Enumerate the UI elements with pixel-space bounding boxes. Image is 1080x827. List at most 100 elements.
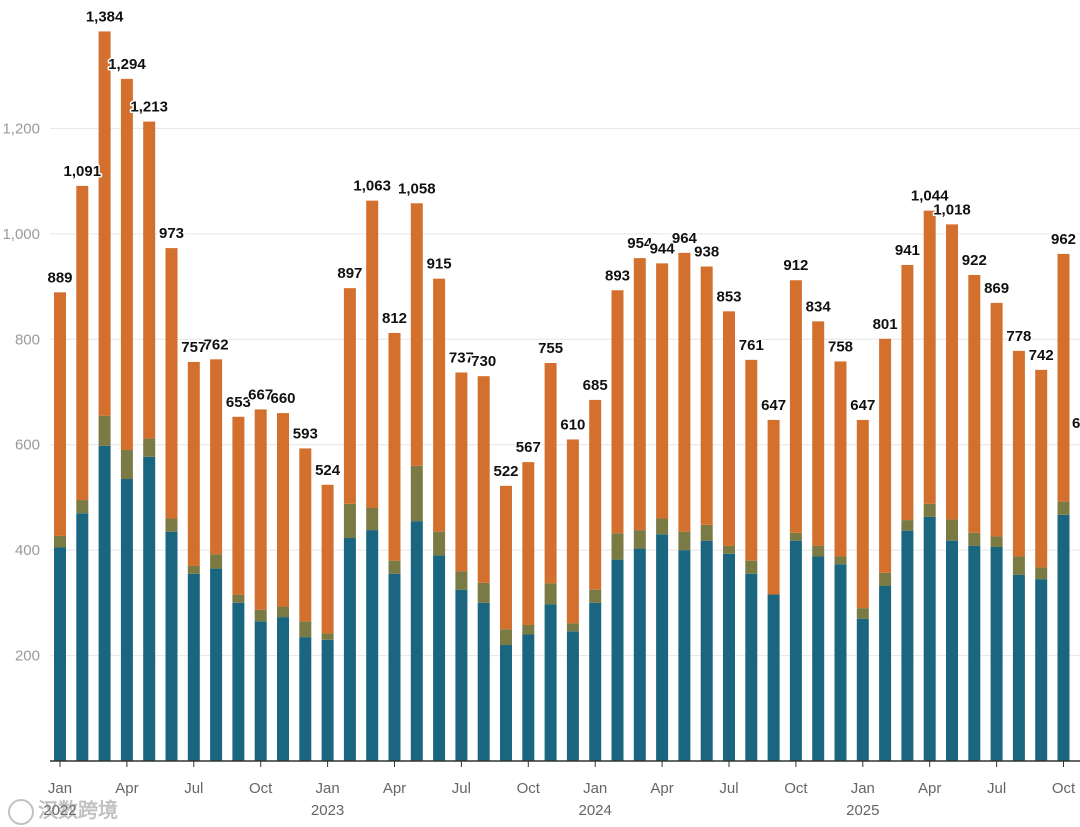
bar-segment-s0 — [98, 445, 111, 761]
bar-stack-2025-02 — [879, 338, 892, 761]
total-data-label: 653 — [226, 394, 251, 411]
bar-stack-2022-10 — [254, 409, 267, 761]
total-data-label: 1,063 — [353, 178, 391, 195]
bar-stack-2024-01 — [589, 399, 602, 761]
bar-stack-2023-01 — [321, 484, 334, 761]
bar-segment-s0 — [901, 530, 914, 761]
total-data-label: 801 — [873, 316, 898, 333]
bar-segment-s1 — [745, 560, 758, 574]
bar-segment-s0 — [544, 604, 557, 761]
bar-segment-s1 — [990, 536, 1003, 547]
bar-segment-s1 — [388, 560, 401, 574]
bar-stack-2022-06 — [165, 248, 178, 761]
x-tick-label: Oct — [517, 780, 541, 797]
total-data-label: 941 — [895, 242, 920, 259]
x-tick-year-label: 2024 — [579, 802, 612, 819]
bar-segment-s0 — [1035, 579, 1048, 761]
watermark: 汉数跨境 — [8, 794, 148, 825]
bar-stack-2022-11 — [277, 413, 289, 761]
y-tick-label: 800 — [15, 331, 40, 348]
x-tick-label: Oct — [249, 780, 273, 797]
bar-segment-s2 — [1012, 350, 1025, 557]
bar-segment-s1 — [76, 500, 89, 514]
total-data-label: 973 — [159, 225, 184, 242]
total-data-label: 1,091 — [64, 163, 102, 180]
bar-segment-s0 — [745, 573, 758, 761]
bar-segment-s2 — [633, 258, 646, 531]
bar-segment-s2 — [343, 288, 356, 504]
bar-segment-s1 — [522, 624, 535, 635]
bar-segment-s0 — [990, 546, 1003, 761]
bar-segment-s2 — [789, 280, 802, 533]
y-tick-label: 400 — [15, 542, 40, 559]
bar-segment-s0 — [700, 540, 713, 761]
x-tick-label: Oct — [1052, 780, 1076, 797]
total-data-label: 762 — [204, 336, 229, 353]
total-data-label: 524 — [315, 462, 341, 479]
bar-stack-2025-01 — [856, 419, 869, 761]
bar-segment-s1 — [321, 633, 334, 640]
data-labels: 8891,0911,3841,2941,21397375776265366766… — [46, 7, 1078, 481]
bar-stack-2022-05 — [143, 121, 156, 761]
bar-stack-2025-08 — [1012, 350, 1025, 761]
bar-stack-2023-10 — [522, 462, 535, 761]
bar-segment-s0 — [366, 530, 379, 761]
total-data-label: 1,018 — [933, 201, 971, 218]
total-data-label: 737 — [449, 349, 474, 366]
x-tick-label: Apr — [115, 780, 138, 797]
y-axis-tick-labels: 200 400 600 800 1,000 1,200 — [2, 120, 40, 664]
x-tick-label: Apr — [383, 780, 406, 797]
bar-segment-s0 — [210, 568, 223, 761]
bar-stack-2024-03 — [633, 258, 646, 761]
bar-segment-s2 — [700, 266, 713, 525]
bar-segment-s1 — [120, 449, 133, 479]
bar-stack-2024-07 — [723, 311, 735, 761]
bar-segment-s0 — [187, 573, 200, 761]
bar-segment-s0 — [789, 540, 802, 761]
bar-segment-s1 — [98, 415, 111, 446]
bar-segment-s2 — [990, 302, 1003, 537]
total-data-label: 912 — [783, 257, 808, 274]
bar-segment-s0 — [968, 545, 981, 761]
total-data-label: 778 — [1006, 328, 1031, 345]
bar-segment-s1 — [366, 507, 379, 531]
bar-segment-s2 — [879, 338, 892, 573]
bar-segment-s2 — [723, 311, 735, 546]
bar-segment-s2 — [54, 292, 66, 536]
bar-segment-s1 — [656, 518, 669, 535]
bar-segment-s2 — [254, 409, 267, 610]
bar-segment-s1 — [611, 533, 624, 560]
bar-segment-s1 — [254, 609, 267, 622]
bar-segment-s2 — [923, 210, 936, 504]
bar-segment-s0 — [120, 478, 133, 761]
bar-stack-2025-05 — [946, 224, 958, 761]
x-axis-tick-labels: Jan 2022 Apr Jul Oct Jan 2023 Apr Jul Oct Jan 2024 A… — [43, 761, 1076, 819]
total-data-label: 755 — [538, 340, 563, 357]
x-tick-label: Jul — [987, 780, 1006, 797]
bar-segment-s1 — [633, 530, 646, 549]
bar-segment-s0 — [678, 550, 691, 761]
bar-segment-s2 — [299, 448, 312, 622]
bar-stack-2024-09 — [767, 419, 780, 761]
bar-segment-s0 — [923, 516, 936, 761]
y-tick-label: 600 — [15, 437, 40, 454]
watermark-logo-icon — [8, 798, 34, 825]
bar-stack-2023-05 — [410, 203, 423, 761]
x-tick-label: Jan — [48, 780, 72, 797]
bar-segment-s2 — [366, 200, 379, 508]
bar-segment-s0 — [723, 553, 735, 761]
bar-segment-s2 — [500, 485, 512, 630]
bar-segment-s1 — [187, 565, 200, 574]
bar-segment-s1 — [410, 465, 423, 522]
bar-segment-s2 — [98, 31, 111, 416]
bar-segment-s2 — [187, 361, 200, 566]
bar-segment-s0 — [254, 621, 267, 761]
bar-segment-s1 — [700, 524, 713, 541]
bar-stack-2022-01 — [54, 292, 66, 761]
bar-segment-s0 — [54, 547, 66, 761]
x-tick-label: Jan — [851, 780, 875, 797]
bar-stack-2024-02 — [611, 290, 624, 761]
bar-segment-s2 — [143, 121, 156, 439]
total-data-label: 647 — [761, 397, 786, 414]
bar-segment-s2 — [812, 321, 825, 546]
